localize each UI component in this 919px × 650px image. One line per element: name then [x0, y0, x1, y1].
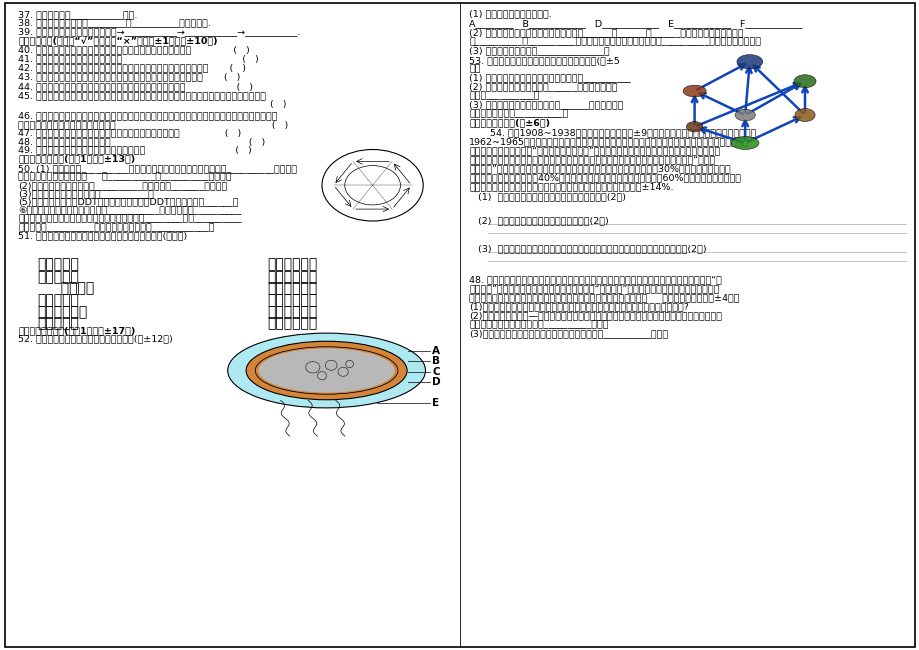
Ellipse shape — [682, 85, 706, 97]
Text: 所有生物与__________形成一个统一整体称为____________。: 所有生物与__________形成一个统一整体称为____________。 — [18, 223, 215, 232]
Text: 45. 在生态系统中，各条食物链并不是彼此分离的，而是经常互相交叉，形成了一张无形的网。: 45. 在生态系统中，各条食物链并不是彼此分离的，而是经常互相交叉，形成了一张无… — [18, 91, 267, 100]
Ellipse shape — [228, 333, 425, 408]
Text: 淡水生态系统: 淡水生态系统 — [267, 305, 317, 319]
Text: 46. 生活在非洲草原上的猛兽，如狮子、谹子、鬣狗等，对当地的畜牧业乃至居民的安全有着很大的: 46. 生活在非洲草原上的猛兽，如狮子、谹子、鬣狗等，对当地的畜牧业乃至居民的安… — [18, 112, 278, 121]
Text: 48. 传说当年项橚霸王项羽行军至乌江，天色已晚，只见岸边沙滩上有几个由蚂蚁围成的大字“霸: 48. 传说当年项橚霸王项羽行军至乌江，天色已晚，只见岸边沙滩上有几个由蚂蚁围成… — [469, 276, 721, 285]
Text: 农田生态系统: 农田生态系统 — [267, 293, 317, 307]
Text: 鲤鱼和水绵: 鲤鱼和水绵 — [37, 317, 79, 331]
Text: 系统中的物质和能量就是沿     着__________和__________流动的。: 系统中的物质和能量就是沿 着__________和__________流动的。 — [18, 172, 232, 181]
Text: 师用蜜糖写下几个大字，招来了许多蚂蚁，项羽不知是计，中计身亡。     根以上资料，回答（±4分）: 师用蜜糖写下几个大字，招来了许多蚂蚁，项羽不知是计，中计身亡。 根以上资料，回答… — [469, 293, 739, 302]
Text: 最终导致生态系统__________。: 最终导致生态系统__________。 — [469, 109, 568, 118]
Text: 1962~1965年在西伯利亚开墓了大量的处女地用于粮食生产，结果全部毁于沙尘暴，颗粒无收。我国: 1962~1965年在西伯利亚开墓了大量的处女地用于粮食生产，结果全部毁于沙尘暴… — [469, 137, 749, 146]
Text: 一个风调雨顺、美丽富饶的花园国家。而我国目前的森林覆盖率仅有±14%.: 一个风调雨顺、美丽富饶的花园国家。而我国目前的森林覆盖率仅有±14%. — [469, 183, 673, 192]
Text: 53. 观察下列草原生态系统中的食物网，填空。(共±5: 53. 观察下列草原生态系统中的食物网，填空。(共±5 — [469, 56, 619, 65]
Ellipse shape — [793, 75, 815, 88]
Text: (2)  从上面的材料中你能得出什么结论。(2分): (2) 从上面的材料中你能得出什么结论。(2分) — [469, 216, 608, 226]
Text: A: A — [432, 346, 440, 356]
Text: D: D — [432, 377, 440, 387]
Text: 51. 将下列生物与其最适于生活的生态系统相连起来。(共六分): 51. 将下列生物与其最适于生活的生态系统相连起来。(共六分) — [18, 231, 187, 240]
Text: 41. 化石为生物进化提供了唯一证据。                                        (   ): 41. 化石为生物进化提供了唯一证据。 ( ) — [18, 55, 259, 64]
Text: C: C — [432, 367, 439, 377]
Ellipse shape — [736, 55, 762, 69]
Ellipse shape — [686, 122, 702, 132]
Text: 六、材料分析题。(共±6分): 六、材料分析题。(共±6分) — [469, 118, 550, 127]
Text: (3) 细菌是生态系统中的______________。: (3) 细菌是生态系统中的______________。 — [469, 46, 609, 55]
Text: 猎豹和野牛: 猎豹和野牛 — [37, 270, 79, 284]
Text: 大的自然灾害；如果能达到40%，就有一个比较好的生态环境；如果达到60%，那么这个国家将成为: 大的自然灾害；如果能达到40%，就有一个比较好的生态环境；如果达到60%，那么这… — [469, 174, 741, 183]
Text: 四、识图填空题。(每空1分，共±13分): 四、识图填空题。(每空1分，共±13分) — [18, 155, 135, 164]
Text: 52. 观察细菌的结构示意图，按要求填空。(共±12分): 52. 观察细菌的结构示意图，按要求填空。(共±12分) — [18, 335, 173, 344]
Text: (1)  举例说出森林与我们人类生活之间的关系。(2分): (1) 举例说出森林与我们人类生活之间的关系。(2分) — [469, 192, 626, 202]
Text: 38. 两栖类是脊椎动物由________向__________过渡的类型.: 38. 两栖类是脊椎动物由________向__________过渡的类型. — [18, 18, 211, 27]
Text: 42. 软体动物大多数在身体腹面有块状肌肉足，体外被覆坐硬的外骨骼。       (   ): 42. 软体动物大多数在身体腹面有块状肌肉足，体外被覆坐硬的外骨骼。 ( ) — [18, 64, 246, 73]
Text: 54. 美国1908~1938年由于大规模滥伐森林±9亿多亩，致使大片绿地变成了沙漠。前苏联: 54. 美国1908~1938年由于大规模滥伐森林±9亿多亩，致使大片绿地变成了… — [469, 128, 755, 137]
Text: 松鼠和松树: 松鼠和松树 — [37, 293, 79, 307]
Text: 的__________；__________位于细胞壁外，主要起保护作用；__________有助于细菌的运动。: 的__________；__________位于细胞壁外，主要起保护作用；___… — [469, 37, 760, 46]
Text: 分）: 分） — [469, 64, 481, 73]
Ellipse shape — [734, 109, 754, 121]
Text: (2)蚂蚁之间靠一气味—传递信息。当一只侦察蚂蚁发现食物时会向其它伙伴做出摸擦触角动作带: (2)蚂蚁之间靠一气味—传递信息。当一只侦察蚂蚁发现食物时会向其它伙伴做出摸擦触… — [469, 311, 721, 320]
Text: 48. 一块草地就是一个生态系统。                                              (   ): 48. 一块草地就是一个生态系统。 ( ) — [18, 137, 266, 146]
Text: 仙人掌和骡驼: 仙人掌和骡驼 — [37, 305, 87, 319]
Ellipse shape — [258, 348, 394, 393]
Text: 的黄土高原，历史上曾是“翠柏烟峰，清泉灌顶”的中华文化发源地。但由于人口剧增，毁林造地，: 的黄土高原，历史上曾是“翠柏烟峰，清泉灌顶”的中华文化发源地。但由于人口剧增，毁… — [469, 146, 720, 155]
Text: 王死于此”，项羽心想：这是天意，遂大喃一声，“天绝我也”即拔剑自吻。原来这是刘邦手下的军: 王死于此”，项羽心想：这是天意，遂大喃一声，“天绝我也”即拔剑自吻。原来这是刘邦… — [469, 285, 719, 294]
Text: B: B — [432, 356, 440, 367]
Text: A________   B____________   D____________   E____________   F____________: A________ B____________ D____________ E_… — [469, 19, 801, 28]
Text: 导致大片土地变成荔山秃岭，沟壑纵横，草木不生，水土流失非常严重，有些地区已变成“荔地无: 导致大片土地变成荔山秃岭，沟壑纵横，草木不生，水土流失非常严重，有些地区已变成“… — [469, 155, 715, 164]
Text: 50. (1) 该图中共有__________条食物链。它们彼此交错连接，形成了__________，此生态: 50. (1) 该图中共有__________条食物链。它们彼此交错连接，形成了… — [18, 164, 297, 173]
Text: 49. 鸬与鼠的亲缘关系比猫与虎的亲缘关系近。                              (   ): 49. 鸬与鼠的亲缘关系比猫与虎的亲缘关系近。 ( ) — [18, 146, 252, 155]
Text: (2) 该生态系统中，生产者是______，属于第二营养: (2) 该生态系统中，生产者是______，属于第二营养 — [469, 83, 617, 92]
Text: (2) 根据细菌的不同形态，可以把它们分为______，______和______三种类型。它们没有成形: (2) 根据细菌的不同形态，可以把它们分为______，______和_____… — [469, 28, 743, 37]
Text: 37. 生物多样性是___________结果.: 37. 生物多样性是___________结果. — [18, 10, 138, 19]
Text: (5)如果在草地上使用DDT来消灭害虫，体内含DDT最多的生物是______。: (5)如果在草地上使用DDT来消灭害虫，体内含DDT最多的生物是______。 — [18, 198, 239, 207]
Text: 森林生杀系统: 森林生杀系统 — [267, 281, 317, 296]
Text: 领其他蚂蚁去吃，这种行为是__________行为。: 领其他蚂蚁去吃，这种行为是__________行为。 — [469, 320, 608, 329]
Text: 五、识图填空题。(每空1分，共±17分): 五、识图填空题。(每空1分，共±17分) — [18, 326, 136, 335]
Text: (1)蚂蚁能够按照人的设计围成几个字，这与蚂蚁的食性有关，你知道蚂蚁的食性吗?: (1)蚂蚁能够按照人的设计围成几个字，这与蚂蚁的食性有关，你知道蚂蚁的食性吗? — [469, 302, 688, 311]
Text: 玉米和小麦: 玉米和小麦 — [37, 257, 79, 272]
Text: E: E — [432, 398, 439, 408]
Text: (1) 写出下列食物网中一条完整的食物链。__________: (1) 写出下列食物网中一条完整的食物链。__________ — [469, 73, 630, 83]
Text: 荒漠生态系统: 荒漠生态系统 — [267, 317, 317, 331]
Text: (3) 如果鼠数量大量增加，会造成______数量的减少，: (3) 如果鼠数量大量增加，会造成______数量的减少， — [469, 100, 623, 109]
Text: 47. 在浩瀚宇宙中，地球是人类唯一可以居住和生活的星球。               (   ): 47. 在浩瀚宇宙中，地球是人类唯一可以居住和生活的星球。 ( ) — [18, 129, 242, 138]
Text: (3)图中生物中，数量最少的是__________。: (3)图中生物中，数量最少的是__________。 — [18, 189, 154, 198]
Text: 三、判断题。(对的打“√”，错的打“×”，每题±1分，共±10分): 三、判断题。(对的打“√”，错的打“×”，每题±1分，共±10分) — [18, 37, 218, 46]
Text: (2)这个食物网中的生产者是__________；它属于第_______营养级。: (2)这个食物网中的生产者是__________；它属于第_______营养级。 — [18, 181, 227, 190]
Text: 海洋生态系统: 海洋生态系统 — [267, 270, 317, 284]
Text: 草原生态系统: 草原生态系统 — [267, 257, 317, 272]
Text: (3)  我国目前的森林覆盖率说明了什么问题？这对我国的生态环境有什么影响？(2分): (3) 我国目前的森林覆盖率说明了什么问题？这对我国的生态环境有什么影响？(2分… — [469, 244, 706, 254]
Text: 44. 大多数细菌和病毒能让动、植物和人类患病，对人类有害。                 (   ): 44. 大多数细菌和病毒能让动、植物和人类患病，对人类有害。 ( ) — [18, 82, 253, 91]
Text: ⑥此生态系统中缺少的生物成分是___________，它的作用是__________: ⑥此生态系统中缺少的生物成分是___________，它的作用是________… — [18, 206, 242, 215]
Text: 除此之外生态系统的组成还包括图中虚表述出来的________，如__________: 除此之外生态系统的组成还包括图中虚表述出来的________，如________… — [18, 214, 242, 224]
Text: 40. 蟋蝶、蜀吸、蜂虫和会织网的蜘蛛都是自然界中常见的昆虫。              (   ): 40. 蟋蝶、蜀吸、蜂虫和会织网的蜘蛛都是自然界中常见的昆虫。 ( ) — [18, 46, 250, 55]
Text: (   ): ( ) — [18, 100, 287, 109]
Text: (1) 填出图中所示结构的名称.: (1) 填出图中所示结构的名称. — [469, 10, 551, 19]
Text: 威胁，因此，应当全力消灭这些生物。                                                    (   ): 威胁，因此，应当全力消灭这些生物。 ( ) — [18, 120, 289, 129]
Text: (3)一窩蚂蚁由不同的成员组成，蚂蚁是具有明显的__________行为。: (3)一窩蚂蚁由不同的成员组成，蚂蚁是具有明显的__________行为。 — [469, 329, 667, 338]
Ellipse shape — [246, 341, 407, 400]
Text: 村鸟无窝”的景象了。生态学家指出：一个国家，如果它的森林覆盖率达到30%左右，就很少发生重: 村鸟无窝”的景象了。生态学家指出：一个国家，如果它的森林覆盖率达到30%左右，就… — [469, 164, 731, 174]
Text: 鲸和对虾: 鲸和对虾 — [51, 281, 94, 296]
Text: 级的有__________。: 级的有__________。 — [469, 91, 539, 100]
Ellipse shape — [794, 109, 814, 122]
Ellipse shape — [731, 136, 758, 150]
Text: 43. 病毒能够引起人和动植物的多种疾病，所以病毒对人体是有害的。       (   ): 43. 病毒能够引起人和动植物的多种疾病，所以病毒对人体是有害的。 ( ) — [18, 73, 241, 82]
Text: 39. 植物进化的历程主要是藻类植物→___________→___________→___________.: 39. 植物进化的历程主要是藻类植物→___________→_________… — [18, 27, 301, 36]
